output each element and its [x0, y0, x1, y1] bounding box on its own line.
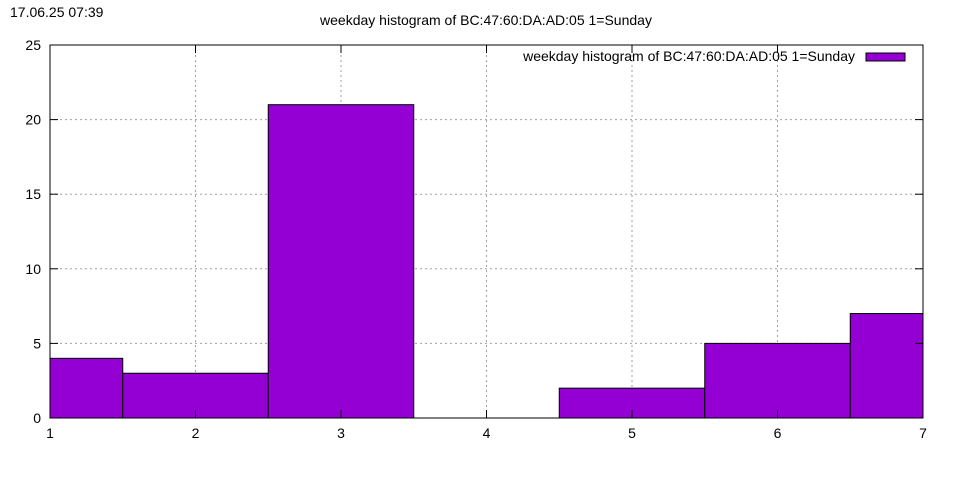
bar-7 [849, 313, 924, 419]
legend-label: weekday histogram of BC:47:60:DA:AD:05 1… [522, 48, 855, 64]
chart-title: weekday histogram of BC:47:60:DA:AD:05 1… [320, 12, 652, 28]
y-tick-label: 20 [25, 112, 41, 128]
bar-6 [704, 342, 851, 419]
y-tick-label: 5 [33, 335, 41, 351]
x-tick-label: 5 [628, 425, 636, 441]
axis-ticks: 0 5 10 15 20 25 1 2 3 4 5 6 7 [25, 37, 927, 441]
y-tick-label: 25 [25, 37, 41, 53]
x-tick-label: 7 [919, 425, 927, 441]
x-tick-label: 3 [337, 425, 345, 441]
x-tick-label: 4 [483, 425, 491, 441]
legend: weekday histogram of BC:47:60:DA:AD:05 1… [522, 48, 906, 64]
bar-3 [267, 104, 415, 419]
bar-1 [49, 357, 124, 419]
y-tick-label: 15 [25, 186, 41, 202]
legend-swatch [865, 52, 906, 62]
y-tick-label: 10 [25, 261, 41, 277]
x-tick-label: 6 [774, 425, 782, 441]
grid-lines [50, 45, 923, 418]
timestamp: 17.06.25 07:39 [10, 4, 104, 20]
x-tick-label: 1 [46, 425, 54, 441]
x-tick-label: 2 [192, 425, 200, 441]
y-tick-label: 0 [33, 410, 41, 426]
